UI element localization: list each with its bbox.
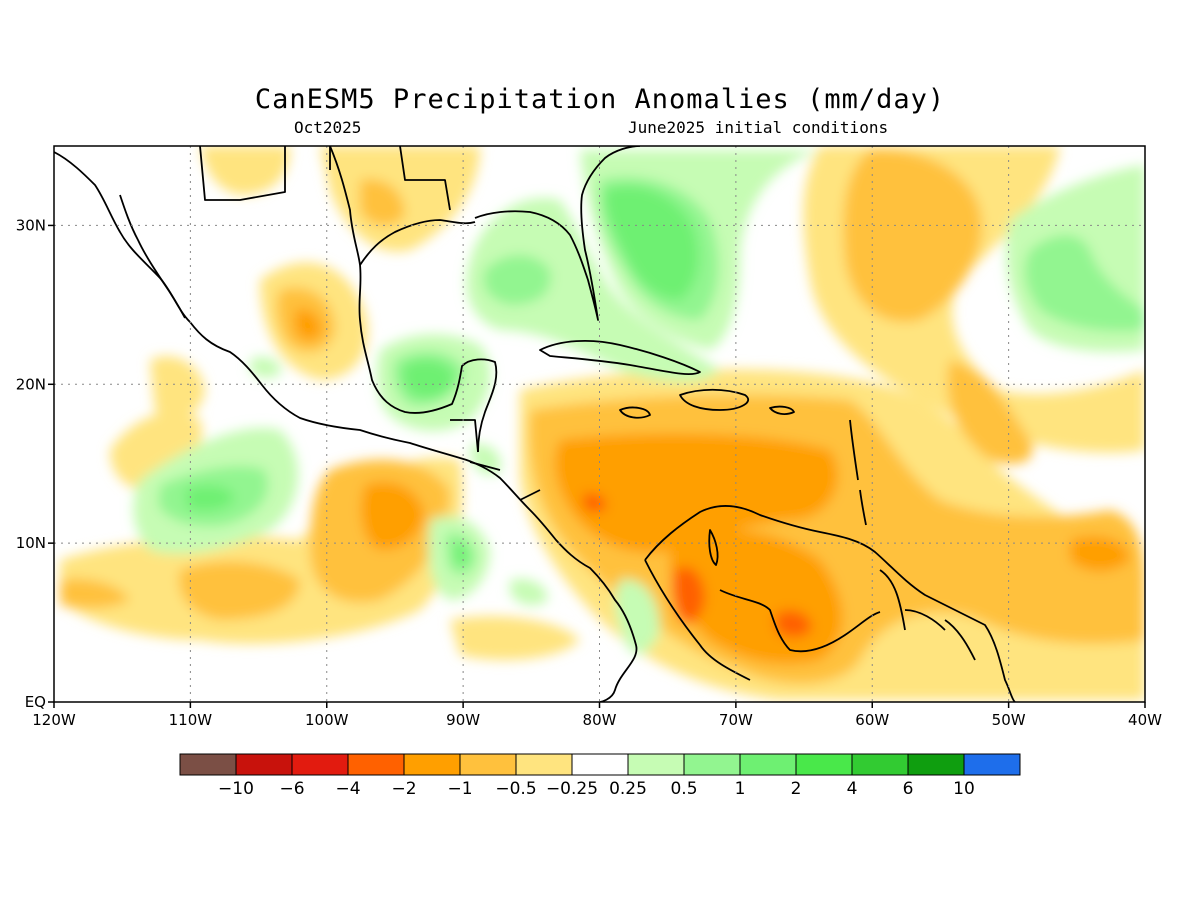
anomaly-region: [775, 610, 812, 638]
lat-tick-label: EQ: [25, 693, 46, 711]
anomaly-region: [454, 543, 470, 565]
colorbar-label: −6: [279, 779, 304, 799]
colorbar-swatch: [179, 753, 237, 776]
central-america-border: [450, 419, 541, 501]
guianas-border: [879, 569, 976, 661]
jamaica-coast: [619, 406, 651, 419]
lon-tick-label: 110W: [169, 711, 213, 729]
lon-tick-label: 60W: [855, 711, 889, 729]
colorbar-swatch: [403, 753, 461, 776]
anomaly-region: [179, 561, 300, 620]
anomaly-region: [360, 179, 405, 226]
anomaly-region: [250, 356, 282, 378]
colorbar-label: −2: [391, 779, 416, 799]
anomaly-region: [200, 146, 290, 195]
hispaniola-coast: [679, 388, 750, 411]
axis-ticks: 120W 110W 100W 90W 80W 70W 60W 50W 40W EQ 10N 20N 30…: [16, 216, 1162, 729]
lon-tick-label: 100W: [305, 711, 349, 729]
lake-maracaibo: [708, 529, 719, 566]
colorbar-swatch: [515, 753, 573, 776]
anomaly-region: [483, 255, 551, 305]
anomaly-region: [583, 493, 607, 512]
anomaly-region: [450, 616, 580, 660]
colorbar-label: 2: [791, 779, 802, 799]
anomaly-region: [402, 359, 455, 398]
colorbar-swatch: [851, 753, 909, 776]
anomaly-region: [150, 356, 205, 421]
us-mexico-border: [199, 146, 451, 211]
colorbar-swatch: [739, 753, 797, 776]
lesser-antilles: [849, 419, 867, 526]
anomaly-region: [510, 578, 548, 606]
anomaly-region: [554, 433, 838, 553]
colorbar-swatch: [571, 753, 629, 776]
anomaly-fill-layer: [54, 146, 1145, 702]
venezuela-border: [719, 589, 881, 653]
forecast-month: Oct2025: [294, 118, 362, 137]
anomaly-region: [361, 481, 425, 550]
colorbar-label: −0.5: [495, 779, 536, 799]
colorbar-label: 1: [735, 779, 746, 799]
colorbar-label: 0.5: [670, 779, 697, 799]
anomaly-region: [947, 360, 1033, 464]
texas-louisiana-coast: [359, 219, 476, 266]
anomaly-region: [295, 308, 322, 341]
colorbar-label: −1: [447, 779, 472, 799]
colombia-border: [644, 559, 751, 681]
colorbar-swatch: [627, 753, 685, 776]
lat-tick-label: 10N: [16, 534, 46, 552]
colorbar-swatch: [963, 753, 1021, 776]
lon-tick-label: 40W: [1128, 711, 1162, 729]
south-america-coastline: [644, 504, 1016, 702]
colorbar-label: 6: [903, 779, 914, 799]
colorbar-label: 10: [953, 779, 975, 799]
colorbar-swatch: [683, 753, 741, 776]
colorbar-label: 4: [847, 779, 858, 799]
initial-conditions: June2025 initial conditions: [628, 118, 889, 137]
anomaly-region: [1070, 536, 1130, 572]
colorbar-swatch: [907, 753, 965, 776]
cuba-coast: [539, 339, 701, 376]
colorbar: −10 −6 −4 −2 −1 −0.5 −0.25 0.25 0.5 1 2 4 6 10: [179, 753, 1021, 799]
colorbar-label: −4: [335, 779, 360, 799]
lon-tick-label: 80W: [583, 711, 617, 729]
lon-tick-label: 50W: [992, 711, 1026, 729]
anomaly-region: [604, 186, 699, 300]
colorbar-swatch: [795, 753, 853, 776]
lon-tick-label: 120W: [32, 711, 76, 729]
graticule: [54, 146, 1145, 702]
puerto-rico-coast: [769, 405, 795, 415]
colorbar-swatch: [459, 753, 517, 776]
colorbar-swatch: [235, 753, 293, 776]
anomaly-region: [672, 566, 705, 624]
florida-coast: [474, 146, 641, 321]
gulf-coast: [329, 146, 498, 453]
lat-tick-label: 30N: [16, 216, 46, 234]
anomaly-region: [843, 149, 982, 322]
coastline-layer: [54, 146, 1016, 702]
colorbar-swatch: [347, 753, 405, 776]
anomaly-region: [615, 579, 660, 654]
colorbar-swatch: [291, 753, 349, 776]
colorbar-label: −0.25: [546, 779, 598, 799]
baja-california-coast: [119, 194, 186, 319]
lon-tick-label: 70W: [719, 711, 753, 729]
colorbar-label: 0.25: [609, 779, 647, 799]
chart-title: CanESM5 Precipitation Anomalies (mm/day): [254, 84, 946, 115]
anomaly-region: [185, 485, 235, 511]
lat-tick-label: 20N: [16, 375, 46, 393]
lon-tick-label: 90W: [446, 711, 480, 729]
anomaly-region: [1024, 235, 1145, 332]
colorbar-label: −10: [218, 779, 254, 799]
anomaly-region: [60, 578, 130, 609]
